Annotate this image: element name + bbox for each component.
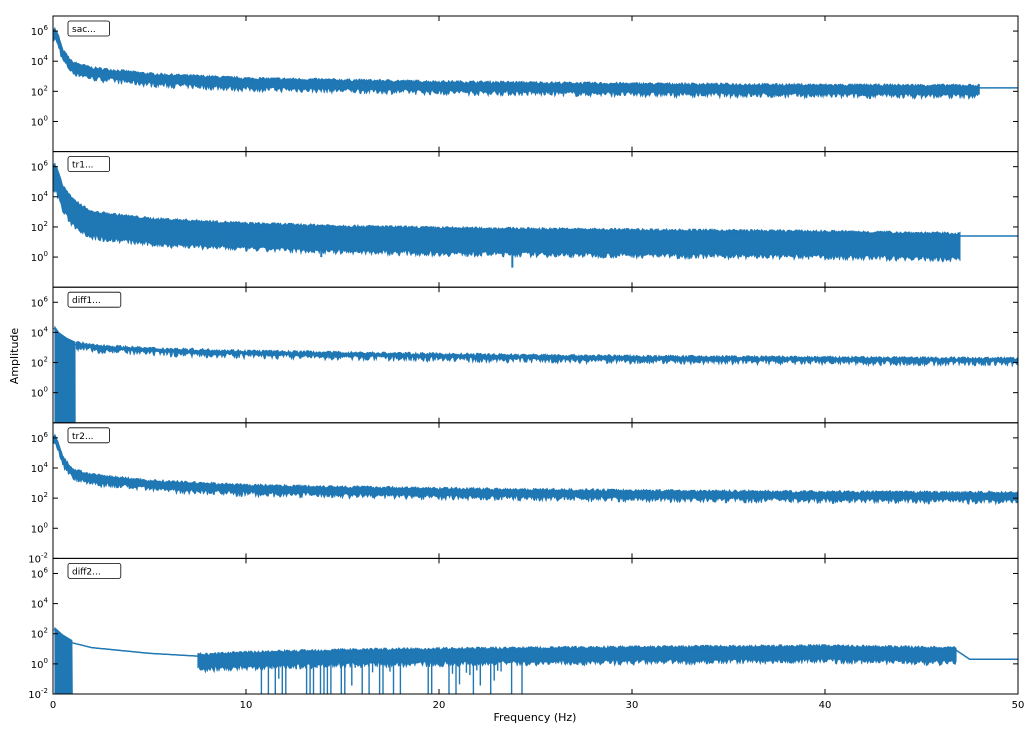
noise-envelope: [53, 162, 961, 263]
subplot-3: 100 102 104 106 diff1...: [31, 286, 1019, 424]
y-tick-label: 102: [31, 491, 48, 505]
y-tick-label: 102: [31, 627, 48, 641]
y-tick-label: 106: [31, 566, 49, 580]
y-tick-label: 100: [31, 657, 48, 671]
y-axis-label: Amplitude: [8, 328, 21, 385]
series-line: [53, 628, 1018, 661]
legend-frame: [67, 563, 122, 579]
y-tick-label: 106: [31, 24, 49, 38]
y-tick-label: 100: [31, 114, 48, 128]
y-tick-label: 104: [31, 54, 49, 68]
noise-envelope: [75, 340, 1018, 368]
y-tick-label: 100: [31, 521, 48, 535]
y-tick-label: 106: [31, 295, 49, 309]
y-tick-label: 106: [31, 160, 49, 174]
y-tick-label: 106: [31, 431, 49, 445]
y-tick-label: 10-2: [28, 687, 48, 701]
y-tick-label: 102: [31, 356, 48, 370]
legend-label: sac...: [72, 25, 96, 35]
series-4: [53, 433, 1018, 506]
axes-frame: [52, 151, 1019, 288]
legend-box: sac...: [67, 20, 110, 37]
filled-band: [54, 325, 76, 423]
legend-frame: [67, 291, 122, 308]
series-5: [53, 626, 1018, 695]
series-2: [53, 162, 1018, 268]
subplot-1: 100 102 104 106 sac...: [31, 15, 1019, 153]
x-axis-label: Frequency (Hz): [494, 711, 577, 724]
subplot-2: 100 102 104 106 tr1...: [31, 151, 1019, 288]
y-tick-label: 104: [31, 597, 49, 611]
y-tick-label: 104: [31, 325, 49, 339]
x-tick-label: 0: [50, 700, 56, 711]
series-line: [53, 327, 1018, 362]
y-tick-label: 104: [31, 461, 49, 475]
legend-frame: [67, 427, 110, 444]
series-line: [54, 30, 1018, 89]
y-tick-label: 102: [31, 84, 48, 98]
legend-box: tr2...: [67, 427, 110, 444]
y-tick-label: 100: [31, 386, 48, 400]
subplot-4: 10-2 100 102 104 106 tr2...: [28, 422, 1019, 565]
y-tick-label: 104: [31, 190, 49, 204]
y-tick-label: 10-2: [28, 551, 48, 565]
legend-box: tr1...: [67, 156, 110, 173]
x-tick-label: 10: [240, 700, 253, 711]
series-line: [54, 166, 1018, 237]
noise-envelope: [53, 433, 1018, 506]
series-line: [54, 437, 1018, 496]
filled-band: [54, 626, 73, 695]
y-tick-label: 102: [31, 220, 48, 234]
dropout-spikes: [260, 658, 523, 694]
axes-frame: [52, 557, 1019, 695]
x-tick-label: 30: [626, 700, 639, 711]
legend-frame: [67, 20, 110, 37]
series-3: [53, 325, 1018, 423]
y-tick-label: 100: [31, 250, 48, 264]
x-tick-label: 50: [1012, 700, 1025, 711]
x-tick-label: 40: [819, 700, 832, 711]
legend-box: diff2...: [67, 563, 122, 579]
legend-label: tr1...: [72, 161, 94, 171]
legend-label: tr2...: [72, 432, 94, 442]
legend-label: diff1...: [72, 296, 101, 306]
series-1: [53, 26, 1018, 101]
legend-label: diff2...: [72, 567, 101, 577]
subplot-5: 10-2 100 102 104 106 0 10 20 30 40 50 diff2...: [28, 557, 1025, 711]
legend-box: diff1...: [67, 291, 122, 308]
legend-frame: [67, 156, 110, 173]
x-tick-label: 20: [433, 700, 446, 711]
